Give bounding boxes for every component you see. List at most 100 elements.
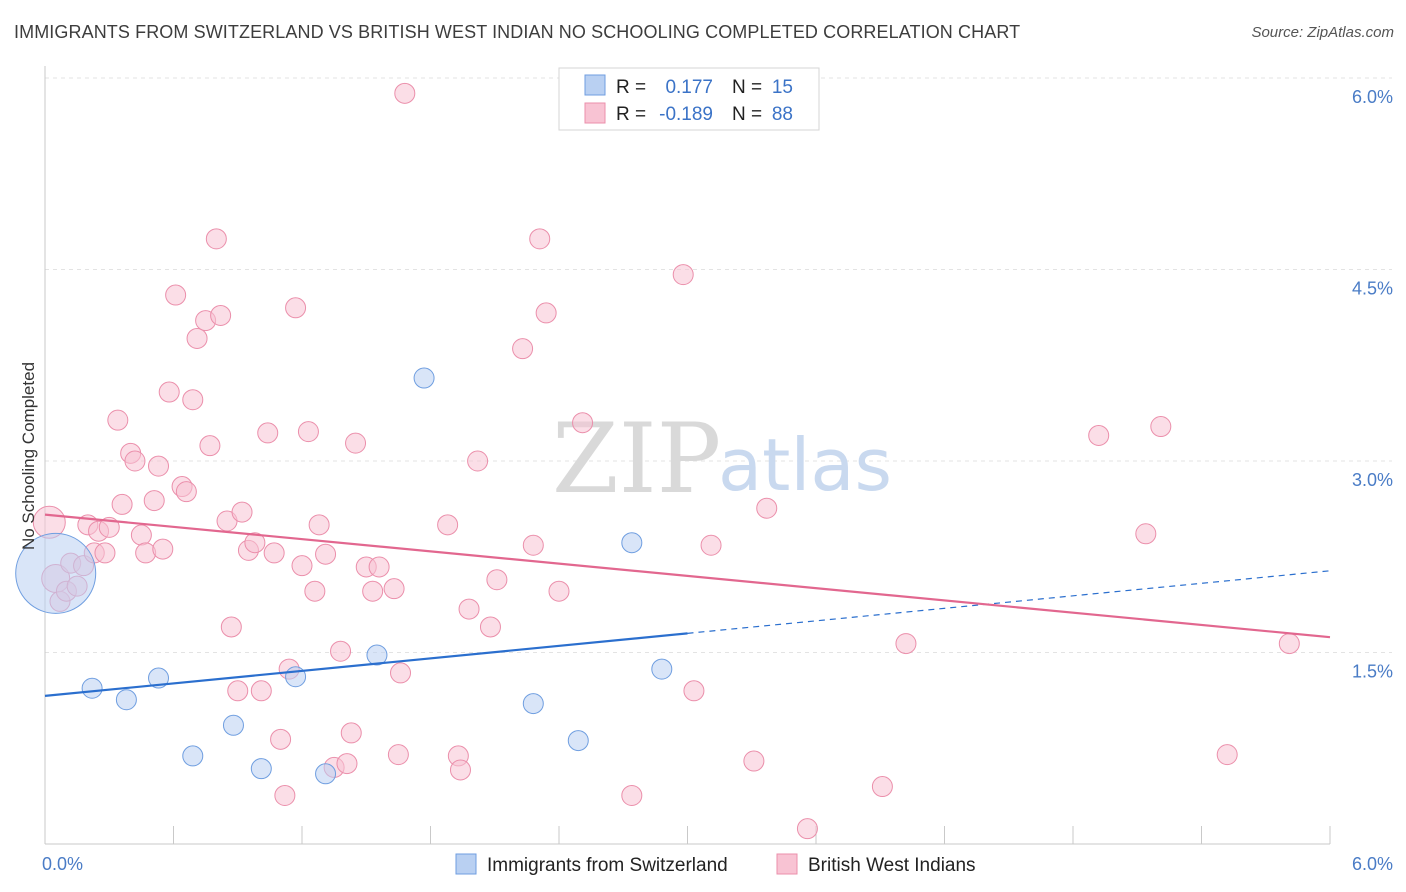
y-tick-label-1: 3.0% (1352, 470, 1393, 490)
y-tick-labels: 1.5% 3.0% 4.5% 6.0% (1352, 87, 1393, 682)
point-pink-30 (210, 304, 232, 326)
point-pink-84 (1135, 523, 1157, 545)
legend-r-value-pink: -0.189 (659, 104, 713, 125)
point-pink-48 (315, 543, 337, 565)
point-blue-14 (651, 658, 673, 680)
point-pink-28 (199, 435, 221, 457)
point-pink-24 (175, 481, 197, 503)
point-pink-71 (535, 302, 557, 324)
point-pink-43 (285, 297, 307, 319)
legend-swatch-blue (584, 74, 606, 96)
point-pink-56 (368, 556, 390, 578)
watermark-atlas: atlas (718, 423, 892, 507)
point-pink-37 (250, 680, 272, 702)
legend-n-label-blue: N = (732, 77, 762, 98)
point-blue-10 (413, 367, 435, 389)
point-pink-63 (449, 759, 471, 781)
x-tick-label-min: 0.0% (42, 854, 83, 874)
point-pink-78 (743, 750, 765, 772)
point-blue-13 (621, 532, 643, 554)
point-blue-6 (250, 758, 272, 780)
point-pink-18 (143, 490, 165, 512)
point-pink-36 (244, 532, 266, 554)
point-pink-80 (796, 818, 818, 840)
point-pink-20 (152, 538, 174, 560)
y-tick-label-0: 1.5% (1352, 662, 1393, 682)
point-pink-19 (148, 455, 170, 477)
legend-r-label-pink: R = (616, 104, 646, 125)
point-pink-65 (467, 450, 489, 472)
point-pink-29 (205, 228, 227, 250)
point-pink-83 (1088, 424, 1110, 446)
y-tick-label-2: 4.5% (1352, 279, 1393, 299)
bottom-legend: Immigrants from Switzerland British West… (455, 853, 976, 876)
legend-r-label-blue: R = (616, 77, 646, 98)
legend-n-value-blue: 15 (772, 77, 793, 98)
point-pink-47 (308, 514, 330, 536)
point-pink-68 (512, 338, 534, 360)
point-pink-73 (572, 412, 594, 434)
y-tick-label-3: 6.0% (1352, 87, 1393, 107)
point-pink-34 (231, 501, 253, 523)
point-pink-12 (107, 409, 129, 431)
bottom-legend-swatch-blue (455, 853, 477, 875)
point-pink-57 (383, 578, 405, 600)
watermark: ZIP atlas (552, 403, 892, 515)
point-pink-44 (291, 555, 313, 577)
point-pink-75 (672, 264, 694, 286)
point-pink-25 (182, 389, 204, 411)
point-pink-15 (124, 450, 146, 472)
point-pink-67 (486, 569, 508, 591)
trend-lines (44, 513, 1331, 698)
point-pink-41 (274, 784, 296, 806)
legend-r-value-blue: 0.177 (665, 77, 713, 98)
point-blue-11 (522, 693, 544, 715)
point-pink-85 (1150, 416, 1172, 438)
point-pink-82 (895, 633, 917, 655)
point-pink-72 (548, 580, 570, 602)
point-pink-61 (437, 514, 459, 536)
point-pink-81 (871, 776, 893, 798)
point-pink-32 (220, 616, 242, 638)
point-pink-64 (458, 598, 480, 620)
point-pink-51 (336, 753, 358, 775)
point-blue-8 (315, 763, 337, 785)
legend: R = 0.177 N = 15 R = -0.189 N = 88 (558, 67, 820, 131)
point-pink-13 (111, 493, 133, 515)
point-pink-16 (130, 524, 152, 546)
trend-line-dashed-blue (687, 570, 1331, 634)
source-label: Source: ZipAtlas.com (1251, 24, 1394, 41)
axes (44, 66, 1331, 845)
point-blue-9 (366, 644, 388, 666)
series-british-west-indians (32, 82, 1300, 840)
point-pink-53 (345, 432, 367, 454)
point-pink-39 (263, 542, 285, 564)
bottom-legend-label-blue: Immigrants from Switzerland (487, 855, 728, 876)
point-pink-52 (340, 722, 362, 744)
point-pink-22 (165, 284, 187, 306)
point-pink-11 (98, 516, 120, 538)
legend-swatch-pink (584, 102, 606, 124)
point-pink-38 (257, 422, 279, 444)
point-pink-77 (700, 534, 722, 556)
point-pink-66 (479, 616, 501, 638)
point-pink-10 (94, 542, 116, 564)
point-blue-0 (15, 532, 97, 614)
point-pink-70 (529, 228, 551, 250)
point-pink-33 (227, 680, 249, 702)
point-pink-60 (394, 82, 416, 104)
point-pink-45 (297, 421, 319, 443)
point-pink-76 (683, 680, 705, 702)
point-blue-1 (81, 677, 103, 699)
bottom-legend-label-pink: British West Indians (808, 855, 976, 876)
point-pink-17 (135, 542, 157, 564)
legend-n-value-pink: 88 (772, 104, 793, 125)
point-pink-87 (1278, 633, 1300, 655)
x-tick-label-max: 6.0% (1352, 854, 1393, 874)
point-blue-12 (567, 730, 589, 752)
point-pink-79 (756, 497, 778, 519)
point-pink-21 (158, 381, 180, 403)
point-pink-50 (330, 640, 352, 662)
point-pink-40 (270, 728, 292, 750)
